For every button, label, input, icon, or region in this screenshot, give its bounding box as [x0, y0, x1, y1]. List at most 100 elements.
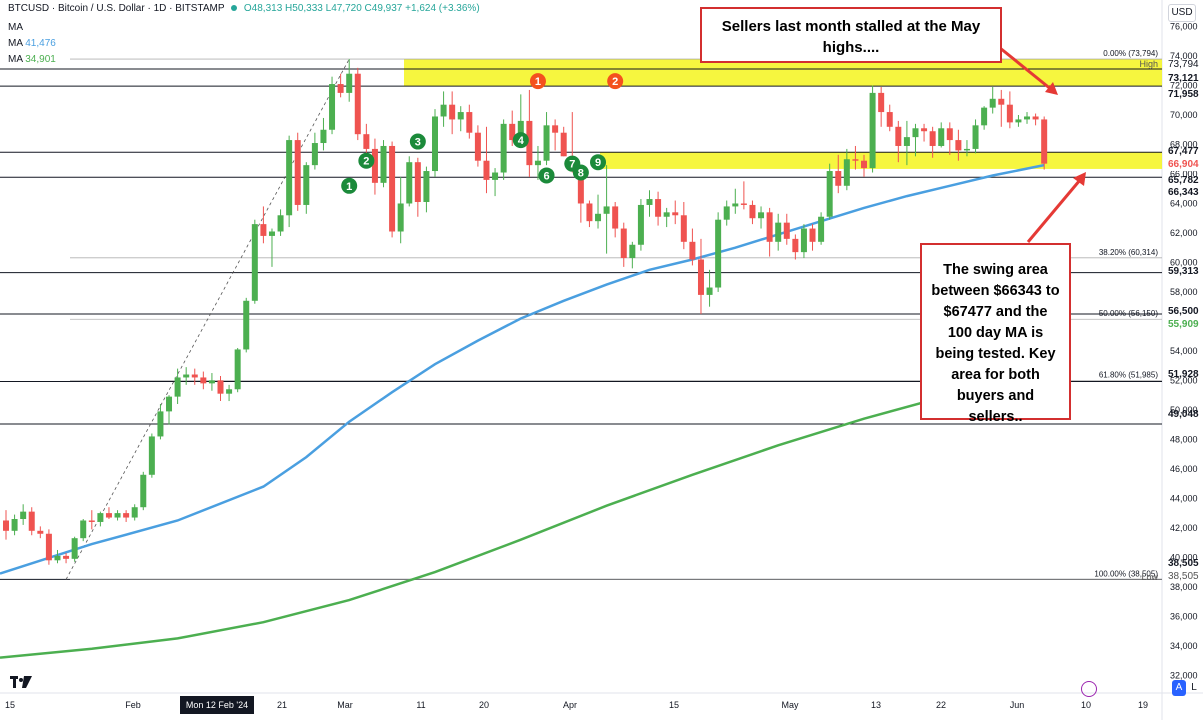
- candle[interactable]: [371, 138, 378, 195]
- candle[interactable]: [586, 200, 593, 228]
- candle[interactable]: [432, 109, 438, 177]
- candle[interactable]: [663, 207, 670, 228]
- candle[interactable]: [792, 234, 799, 260]
- ma-line[interactable]: MA: [8, 22, 23, 33]
- candle[interactable]: [294, 132, 301, 211]
- candle[interactable]: [406, 156, 413, 207]
- candle[interactable]: [869, 85, 876, 173]
- candle[interactable]: [380, 140, 387, 188]
- candle[interactable]: [63, 552, 70, 564]
- candle[interactable]: [183, 367, 190, 385]
- candle[interactable]: [200, 371, 207, 390]
- candle[interactable]: [277, 209, 284, 236]
- candle[interactable]: [706, 269, 713, 307]
- candle[interactable]: [286, 135, 293, 228]
- candle[interactable]: [938, 122, 945, 148]
- candle[interactable]: [140, 471, 147, 511]
- candle[interactable]: [1032, 113, 1039, 126]
- candle[interactable]: [1024, 112, 1031, 124]
- candle[interactable]: [878, 86, 885, 127]
- candle[interactable]: [148, 433, 155, 478]
- candle[interactable]: [886, 104, 893, 132]
- candle[interactable]: [946, 122, 953, 155]
- candle[interactable]: [414, 157, 421, 217]
- candle[interactable]: [389, 141, 396, 238]
- candle[interactable]: [337, 73, 344, 98]
- candle[interactable]: [208, 373, 215, 391]
- candle[interactable]: [552, 119, 559, 151]
- candle[interactable]: [955, 129, 962, 161]
- ma2-label[interactable]: MA: [8, 54, 23, 65]
- candle[interactable]: [903, 120, 910, 166]
- candle[interactable]: [612, 202, 619, 238]
- candle[interactable]: [912, 123, 919, 157]
- magic-icon[interactable]: [1081, 681, 1097, 697]
- candle[interactable]: [449, 91, 456, 135]
- candle[interactable]: [320, 117, 327, 151]
- candle[interactable]: [620, 222, 627, 267]
- candle[interactable]: [697, 238, 704, 315]
- candle[interactable]: [440, 91, 447, 127]
- candle[interactable]: [28, 507, 35, 536]
- symbol-title[interactable]: BTCUSD · Bitcoin / U.S. Dollar · 1D · BI…: [8, 3, 225, 14]
- candle[interactable]: [715, 212, 722, 292]
- candle[interactable]: [680, 202, 687, 250]
- candle[interactable]: [123, 510, 130, 522]
- candle[interactable]: [226, 384, 233, 402]
- candle[interactable]: [131, 504, 138, 521]
- candle[interactable]: [191, 368, 198, 385]
- candle[interactable]: [45, 529, 52, 565]
- candle[interactable]: [560, 126, 567, 157]
- candle[interactable]: [1006, 91, 1013, 129]
- candle[interactable]: [732, 188, 739, 214]
- candle[interactable]: [963, 140, 970, 157]
- candle[interactable]: [749, 200, 756, 225]
- currency-button[interactable]: USD: [1168, 4, 1196, 22]
- candle[interactable]: [637, 199, 644, 251]
- candle[interactable]: [483, 126, 490, 194]
- candle[interactable]: [835, 154, 842, 194]
- candle[interactable]: [981, 106, 988, 130]
- ma200-line[interactable]: [0, 322, 1046, 659]
- candle[interactable]: [311, 132, 318, 170]
- candle[interactable]: [492, 168, 499, 197]
- price-axis-panel[interactable]: [1162, 0, 1203, 720]
- candle[interactable]: [251, 219, 258, 304]
- candle[interactable]: [88, 510, 95, 530]
- candle[interactable]: [217, 375, 224, 402]
- candle[interactable]: [800, 224, 807, 259]
- log-scale-button[interactable]: L: [1191, 682, 1197, 693]
- candle[interactable]: [1041, 116, 1048, 170]
- candle[interactable]: [11, 514, 18, 536]
- candle[interactable]: [268, 228, 275, 267]
- candle[interactable]: [71, 536, 78, 562]
- candle[interactable]: [423, 166, 430, 213]
- candle[interactable]: [466, 104, 473, 139]
- candle[interactable]: [346, 59, 353, 102]
- candle[interactable]: [80, 519, 87, 542]
- candle[interactable]: [895, 120, 902, 163]
- candle[interactable]: [157, 404, 164, 440]
- candle[interactable]: [174, 368, 181, 405]
- ma1-label[interactable]: MA: [8, 38, 23, 49]
- candle[interactable]: [603, 165, 610, 254]
- candle[interactable]: [3, 510, 9, 540]
- candle[interactable]: [861, 154, 867, 177]
- candle[interactable]: [852, 145, 859, 170]
- candle[interactable]: [20, 504, 27, 525]
- candle[interactable]: [105, 507, 112, 520]
- candle[interactable]: [243, 297, 250, 353]
- candle[interactable]: [972, 119, 979, 154]
- candle[interactable]: [1015, 115, 1022, 127]
- candle[interactable]: [329, 76, 336, 135]
- candle[interactable]: [114, 510, 121, 521]
- candle[interactable]: [474, 125, 481, 167]
- auto-scale-button[interactable]: A: [1172, 680, 1186, 696]
- candle[interactable]: [929, 126, 936, 158]
- candle[interactable]: [758, 206, 765, 229]
- candle[interactable]: [689, 228, 696, 266]
- candle[interactable]: [354, 67, 361, 141]
- candle[interactable]: [775, 213, 782, 251]
- candle[interactable]: [526, 89, 533, 177]
- candle[interactable]: [54, 549, 61, 564]
